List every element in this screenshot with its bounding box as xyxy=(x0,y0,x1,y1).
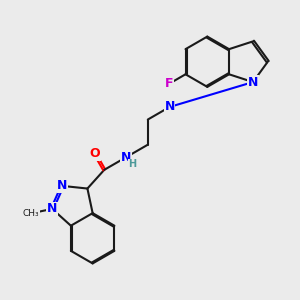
Text: H: H xyxy=(129,159,137,169)
Text: N: N xyxy=(248,76,258,88)
Text: O: O xyxy=(89,147,100,160)
Text: F: F xyxy=(165,77,173,90)
Text: N: N xyxy=(57,179,68,192)
Text: N: N xyxy=(121,151,131,164)
Text: N: N xyxy=(47,202,57,215)
Text: N: N xyxy=(164,100,175,113)
Text: CH₃: CH₃ xyxy=(23,209,40,218)
